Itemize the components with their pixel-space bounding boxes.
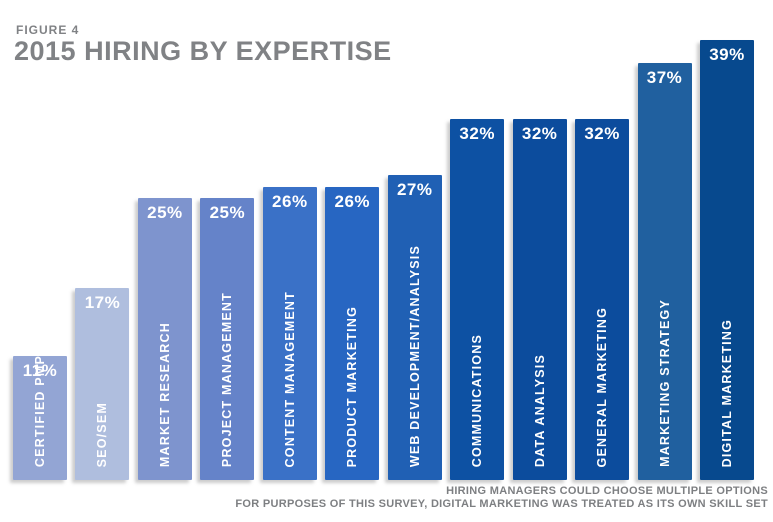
bar-value-label: 32%	[584, 124, 620, 143]
figure-label: FIGURE 4	[16, 23, 80, 37]
bar-value-label: 11%	[22, 361, 58, 380]
bar: 26% CONTENT MANAGEMENT	[262, 187, 317, 480]
bar-category-label: DIGITAL MARKETING	[719, 318, 734, 467]
footnote-line-1: HIRING MANAGERS COULD CHOOSE MULTIPLE OP…	[446, 485, 768, 497]
bar-category-label: COMMUNICATIONS	[470, 333, 485, 467]
bar: 32% DATA ANALYSIS	[512, 119, 567, 480]
bar-value-label: 25%	[147, 203, 183, 222]
bar: 27% WEB DEVELOPMENT/ANALYSIS	[387, 175, 442, 480]
bar-value-label: 27%	[396, 180, 433, 199]
bar-category-label: SEO/SEM	[95, 401, 110, 467]
bar: 32% GENERAL MARKETING	[575, 119, 630, 480]
bar-category-label: WEB DEVELOPMENT/ANALYSIS	[407, 244, 422, 467]
bar-category-label: CONTENT MANAGEMENT	[282, 290, 297, 467]
bar: 25% PROJECT MANAGEMENT	[200, 198, 255, 480]
bar: 11% CERTIFIED PMP	[13, 354, 67, 480]
footnote-line-2: FOR PURPOSES OF THIS SURVEY, DIGITAL MAR…	[235, 498, 768, 510]
bar-value-label: 25%	[209, 203, 246, 222]
bar-chart: 11% CERTIFIED PMP 17% SEO/SEM 25% MARKET RESE…	[13, 40, 754, 480]
bar: 39% DIGITAL MARKETING	[699, 40, 754, 480]
bar-category-label: CERTIFIED PMP	[33, 354, 47, 467]
chart-title: 2015 HIRING BY EXPERTISE	[14, 36, 392, 66]
bar: 17% SEO/SEM	[75, 288, 130, 480]
bar: 37% MARKETING STRATEGY	[637, 63, 692, 480]
bar-value-label: 26%	[334, 192, 371, 211]
bar-value-label: 37%	[646, 68, 683, 87]
bar-category-label: PRODUCT MARKETING	[345, 305, 360, 467]
bar: 25% MARKET RESEARCH	[137, 198, 192, 480]
bar-value-label: 32%	[521, 124, 558, 143]
bar-category-label: DATA ANALYSIS	[532, 353, 547, 467]
bar-value-label: 17%	[84, 293, 121, 312]
bar: 32% COMMUNICATIONS	[450, 119, 505, 480]
bar-value-label: 39%	[709, 45, 745, 64]
bar-category-label: PROJECT MANAGEMENT	[220, 291, 235, 467]
bar-value-label: 32%	[459, 124, 495, 143]
bar-category-label: MARKET RESEARCH	[157, 321, 172, 467]
bar: 26% PRODUCT MARKETING	[325, 187, 380, 480]
chart-footnote: HIRING MANAGERS COULD CHOOSE MULTIPLE OP…	[235, 485, 768, 511]
bar-category-label: MARKETING STRATEGY	[657, 299, 672, 467]
bar-value-label: 26%	[272, 192, 308, 211]
bar-category-label: GENERAL MARKETING	[595, 306, 610, 467]
